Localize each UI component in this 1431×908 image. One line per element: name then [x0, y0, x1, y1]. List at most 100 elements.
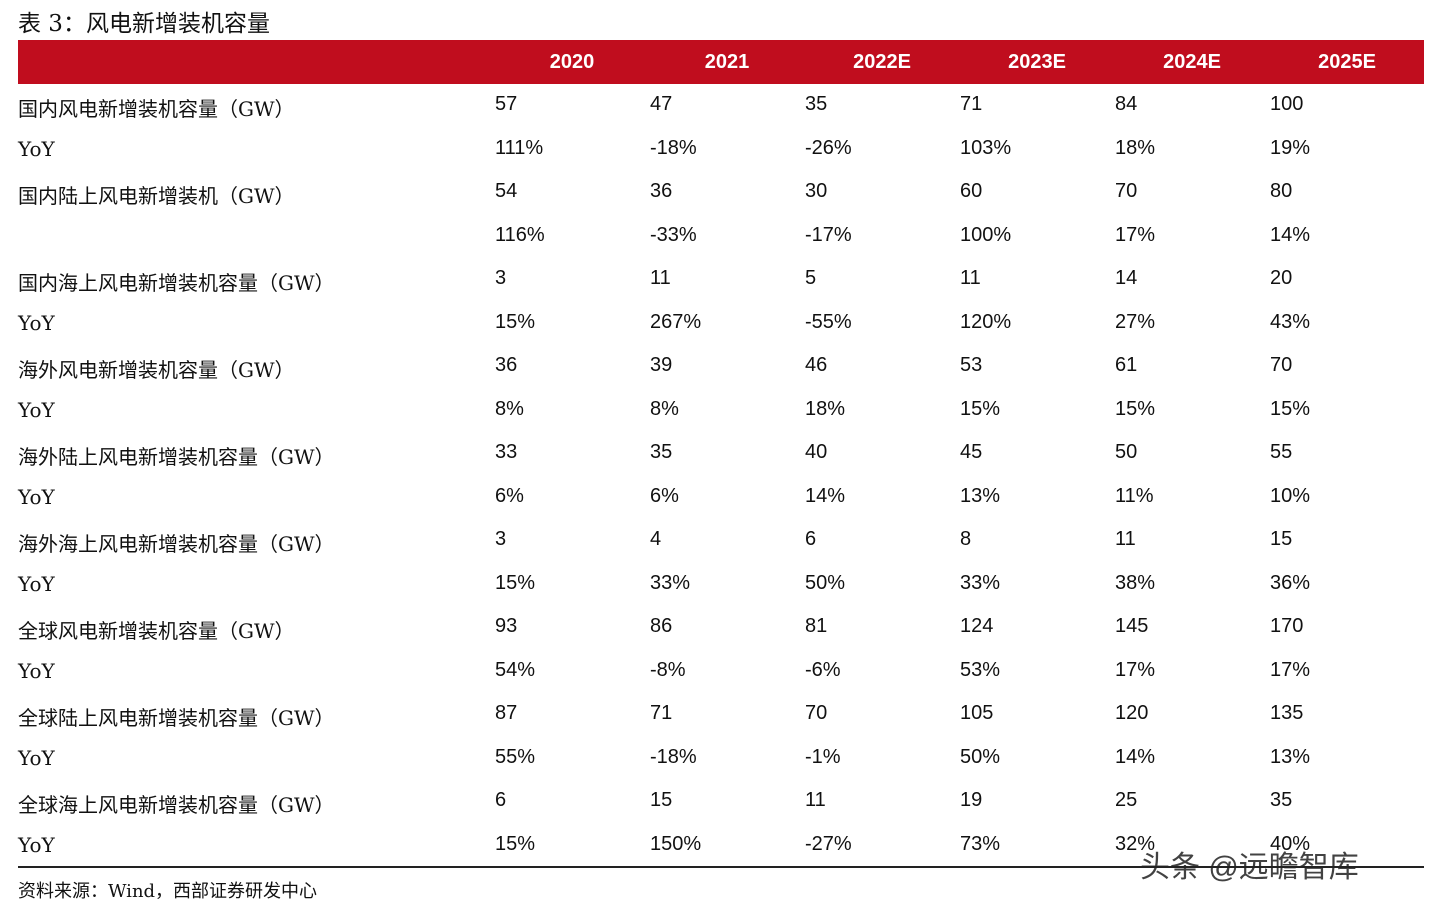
- table-cell: 46: [805, 354, 828, 376]
- table-cell: 120: [1115, 702, 1149, 724]
- column-header: 2021: [704, 51, 750, 73]
- table-cell: 14%: [1270, 223, 1311, 246]
- table-cell: 267%: [650, 310, 702, 333]
- table-cell: 27%: [1115, 310, 1156, 333]
- table-cell: 30: [805, 180, 828, 202]
- table-cell: 17%: [1115, 658, 1156, 681]
- row-label: 海外海上风电新增装机容量（GW）: [18, 532, 335, 556]
- table-cell: 8: [960, 528, 972, 550]
- table-cell: 4: [650, 528, 662, 550]
- table-cell: 15: [650, 789, 673, 811]
- table-title: 表 3：风电新增装机容量: [18, 11, 270, 37]
- table-cell: 53: [960, 354, 983, 376]
- table-cell: 33: [495, 441, 518, 463]
- source-note: 资料来源：Wind，西部证券研发中心: [18, 881, 318, 902]
- table-cell: 170: [1270, 615, 1304, 637]
- table-cell: 100%: [960, 223, 1012, 246]
- table-cell: 14%: [1115, 745, 1156, 768]
- table-cell: 38%: [1115, 571, 1156, 594]
- table-cell: -6%: [805, 658, 841, 681]
- table-cell: 50%: [805, 571, 846, 594]
- table-cell: 8%: [650, 397, 679, 420]
- table-cell: 73%: [960, 832, 1001, 855]
- table-cell: 18%: [805, 397, 846, 420]
- row-label: YoY: [18, 571, 55, 596]
- table-cell: 71: [650, 702, 673, 724]
- table-cell: 15%: [495, 310, 536, 333]
- table-cell: 93: [495, 615, 518, 637]
- table-cell: 15%: [495, 571, 536, 594]
- bottom-rule: [18, 866, 1424, 868]
- table-cell: 40: [805, 441, 828, 463]
- table-cell: 70: [1270, 354, 1293, 376]
- table-cell: 18%: [1115, 136, 1156, 159]
- column-header: 2022E: [853, 51, 911, 73]
- table-cell: -8%: [650, 658, 686, 681]
- table-cell: -55%: [805, 310, 852, 333]
- column-header: 2023E: [1008, 51, 1066, 73]
- table-cell: 54%: [495, 658, 536, 681]
- table-cell: 57: [495, 93, 518, 115]
- table-cell: 45: [960, 441, 983, 463]
- row-label: 海外陆上风电新增装机容量（GW）: [18, 445, 335, 469]
- table-cell: 13%: [1270, 745, 1311, 768]
- table-cell: 43%: [1270, 310, 1311, 333]
- table-cell: 6: [495, 789, 507, 811]
- table-cell: 15%: [1115, 397, 1156, 420]
- table-cell: 55%: [495, 745, 536, 768]
- table-cell: 32%: [1115, 832, 1156, 855]
- table-cell: -1%: [805, 745, 841, 768]
- table-cell: -17%: [805, 223, 852, 246]
- table-cell: 14%: [805, 484, 846, 507]
- table-cell: 36: [650, 180, 673, 202]
- table-cell: 87: [495, 702, 518, 724]
- table-cell: 8%: [495, 397, 524, 420]
- watermark: 头条 @远瞻智库: [1140, 851, 1359, 884]
- table-cell: 35: [805, 93, 828, 115]
- table-cell: 100: [1270, 93, 1304, 115]
- row-label: 国内风电新增装机容量（GW）: [18, 97, 295, 121]
- table-cell: 150%: [650, 832, 702, 855]
- table-cell: 11: [650, 267, 671, 289]
- table-cell: 40%: [1270, 832, 1311, 855]
- table-cell: 70: [805, 702, 828, 724]
- table-cell: 17%: [1270, 658, 1311, 681]
- table-cell: -18%: [650, 136, 697, 159]
- header-bar: [18, 40, 1424, 84]
- table-cell: 19%: [1270, 136, 1311, 159]
- table-cell: 71: [960, 93, 983, 115]
- table-cell: 86: [650, 615, 673, 637]
- table-cell: 11: [1115, 528, 1136, 550]
- row-label: YoY: [18, 136, 55, 161]
- table-cell: 6%: [650, 484, 679, 507]
- table-cell: 6: [805, 528, 817, 550]
- table-cell: 81: [805, 615, 828, 637]
- table-cell: 15%: [960, 397, 1001, 420]
- row-label: YoY: [18, 397, 55, 422]
- table-cell: 36: [495, 354, 518, 376]
- table-cell: 10%: [1270, 484, 1311, 507]
- row-label: 全球陆上风电新增装机容量（GW）: [18, 706, 335, 730]
- table-cell: 11: [960, 267, 981, 289]
- table-cell: 11: [805, 789, 826, 811]
- table-cell: 105: [960, 702, 994, 724]
- table-cell: 61: [1115, 354, 1138, 376]
- table-cell: 54: [495, 180, 518, 202]
- table-cell: 15%: [495, 832, 536, 855]
- table-cell: -26%: [805, 136, 852, 159]
- row-label: YoY: [18, 745, 55, 770]
- column-header: 2024E: [1163, 51, 1221, 73]
- table-cell: -33%: [650, 223, 697, 246]
- column-header: 2020: [549, 51, 595, 73]
- table-cell: 145: [1115, 615, 1149, 637]
- row-label: YoY: [18, 484, 55, 509]
- row-label: 国内陆上风电新增装机（GW）: [18, 184, 295, 208]
- row-label: 全球风电新增装机容量（GW）: [18, 619, 295, 643]
- table-cell: 3: [495, 528, 507, 550]
- table-cell: 19: [960, 789, 983, 811]
- row-label: 全球海上风电新增装机容量（GW）: [18, 793, 335, 817]
- table-cell: 17%: [1115, 223, 1156, 246]
- row-label: YoY: [18, 658, 55, 683]
- table-cell: -27%: [805, 832, 852, 855]
